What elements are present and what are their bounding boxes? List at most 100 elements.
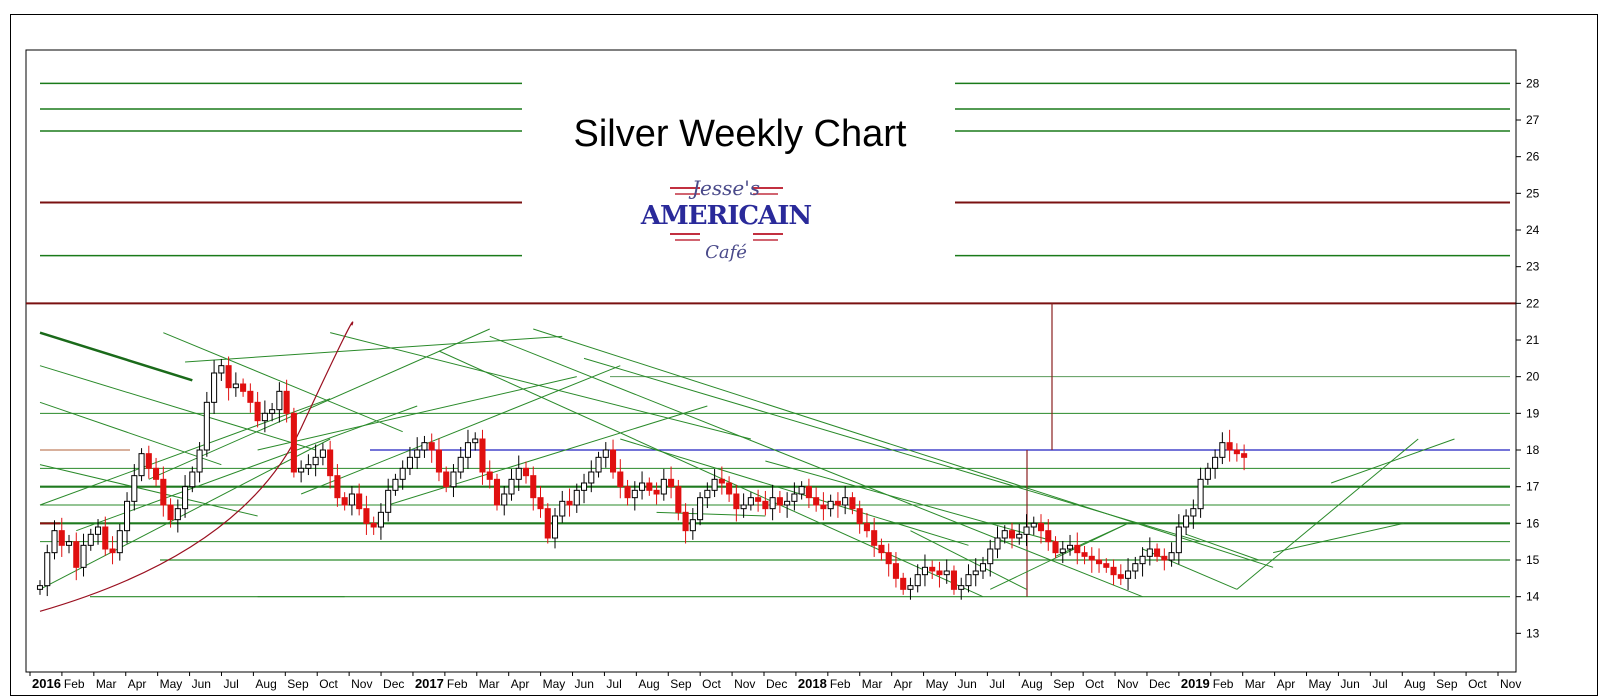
x-axis: 2016 Feb Mar Apr May Jun Jul Aug Sep Oct Nov Dec 201… [29,672,1521,691]
y-tick-label: 14 [1526,590,1540,604]
candle-body [1081,552,1088,557]
candle-body [421,442,428,451]
candle-body [399,467,406,480]
y-tick-label: 18 [1526,443,1540,457]
candle-body [65,541,73,546]
y-tick-label: 13 [1526,626,1540,640]
x-tick-label: Feb [447,677,468,691]
y-tick-label: 15 [1526,553,1540,567]
candle-body [377,511,384,528]
candle-body [551,515,559,539]
candle-body [1146,548,1153,557]
x-tick-label: Nov [734,677,755,691]
candle-body [610,449,617,473]
x-tick-label: Apr [894,677,913,691]
y-tick-label: 20 [1526,370,1540,384]
candle-body [733,493,740,510]
candle-body [530,475,537,499]
plot-area-border [25,49,1517,673]
candle-body [675,486,682,513]
candle-body [704,489,711,499]
candle-body [1074,544,1081,554]
candle-body [1103,563,1110,568]
candle-body [697,497,704,521]
candle-body [167,504,174,521]
x-tick-label: Sep [670,677,692,691]
candle-body [1052,541,1059,554]
candle-body [878,544,885,554]
x-tick-label: 2019 [1181,676,1210,691]
candle-body [1233,449,1240,455]
candle-body [950,570,958,590]
trend-line [583,357,1201,543]
y-tick-label: 16 [1526,516,1540,530]
candle-body [261,412,268,422]
candle-body [1059,548,1066,554]
candle-body [1212,456,1219,469]
x-tick-label: Oct [319,677,338,691]
candle-body [80,544,87,568]
trend-lines [39,321,1455,612]
candle-body [849,497,856,510]
candle-body [595,456,602,473]
x-tick-label: Jun [192,677,211,691]
x-tick-label: Feb [64,677,85,691]
candle-body [1139,555,1146,565]
x-tick-label: Jul [1372,677,1387,691]
candle-body [1132,563,1139,572]
candle-body [174,508,181,521]
chart-frame: 13 14 15 16 17 18 19 20 21 22 23 24 25 26 27 28 2016 Feb… [10,14,1598,696]
x-tick-label: Dec [1149,677,1170,691]
candle-body [776,497,783,506]
candle-body [153,467,160,480]
y-tick-label: 22 [1526,296,1540,310]
trend-line [39,365,316,451]
x-tick-label: Dec [383,677,404,691]
candle-body [1023,526,1030,535]
candle-body [544,508,551,539]
candle-body [1154,548,1161,557]
trend-line [257,376,577,451]
candle-body [653,489,660,495]
candle-body [36,585,44,590]
x-tick-label: Jul [989,677,1004,691]
candle-body [639,482,646,491]
logo-line-2: AMERICAIN [640,201,812,231]
x-tick-label: Jun [575,677,594,691]
candle-body [631,489,638,499]
x-tick-label: Oct [1085,677,1104,691]
trend-line [330,332,751,440]
trend-line [1236,438,1419,590]
candlestick-series [36,356,1248,600]
horizontal-level-lines [26,82,1516,598]
candle-body [334,475,341,499]
candle-body [929,566,936,572]
x-tick-label: Jul [606,677,621,691]
parabolic-support-curve [39,321,354,612]
x-tick-label: Nov [351,677,372,691]
candle-body [428,442,435,451]
y-tick-label: 19 [1526,406,1540,420]
candle-body [87,533,94,546]
candle-body [145,453,152,469]
candle-body [116,530,123,554]
candle-body [566,500,573,506]
candle-body [406,456,413,469]
candle-body [573,489,580,506]
candle-body [269,409,276,414]
candle-body [51,530,58,554]
x-tick-label: Nov [1117,677,1138,691]
candle-body [580,482,588,491]
trend-line [39,398,331,506]
candle-body [682,511,689,532]
candle-body [283,390,290,414]
trend-line [39,331,193,382]
x-tick-label: Apr [511,677,530,691]
candle-body [218,365,225,374]
y-tick-label: 24 [1526,223,1540,237]
x-tick-label: Jun [1340,677,1359,691]
candle-body [1190,508,1197,517]
candle-body [965,574,972,587]
x-tick-label: Feb [830,677,851,691]
candle-body [1204,467,1211,480]
